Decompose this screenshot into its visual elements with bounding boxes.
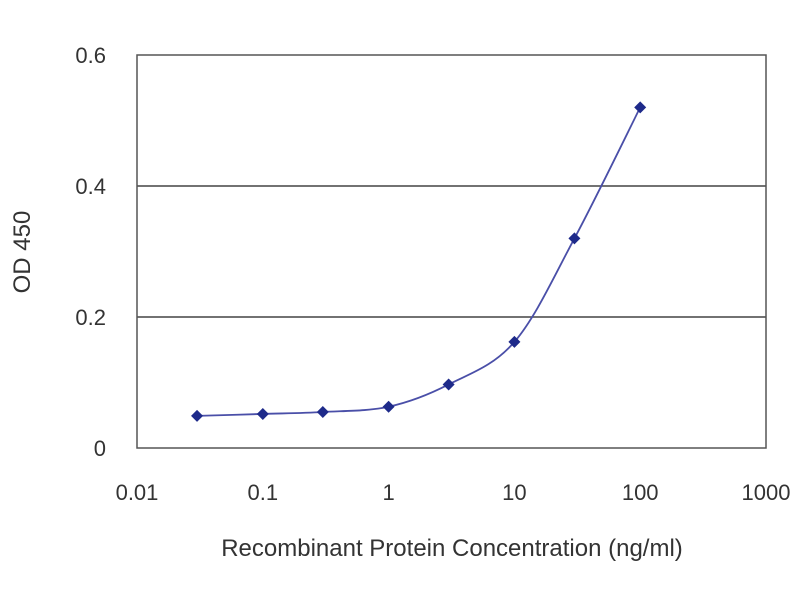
series-line: [196, 106, 642, 417]
x-axis-title: Recombinant Protein Concentration (ng/ml…: [221, 535, 683, 562]
data-point: [382, 400, 395, 413]
y-tick-labels: 0 0.2 0.4 0.6: [75, 43, 106, 461]
x-tick-labels: 0.01 0.1 1 10 100 1000: [116, 480, 791, 505]
data-markers: [191, 101, 647, 422]
x-tick-label: 1000: [742, 480, 791, 505]
data-point: [634, 101, 647, 114]
x-tick-label: 100: [622, 480, 659, 505]
y-tick-label: 0.6: [75, 43, 106, 68]
x-tick-label: 1: [382, 480, 394, 505]
data-point: [568, 232, 581, 245]
data-point: [442, 378, 455, 391]
y-tick-label: 0: [94, 436, 106, 461]
data-point: [316, 405, 329, 418]
x-tick-label: 10: [502, 480, 526, 505]
data-point: [508, 335, 521, 348]
data-point: [256, 407, 269, 420]
x-tick-label: 0.01: [116, 480, 159, 505]
data-point: [191, 409, 204, 422]
x-tick-label: 0.1: [248, 480, 279, 505]
y-axis-title: OD 450: [9, 211, 36, 294]
y-tick-label: 0.2: [75, 305, 106, 330]
plot-area: [136, 54, 767, 449]
y-tick-label: 0.4: [75, 174, 106, 199]
grid-lines: [137, 185, 766, 318]
